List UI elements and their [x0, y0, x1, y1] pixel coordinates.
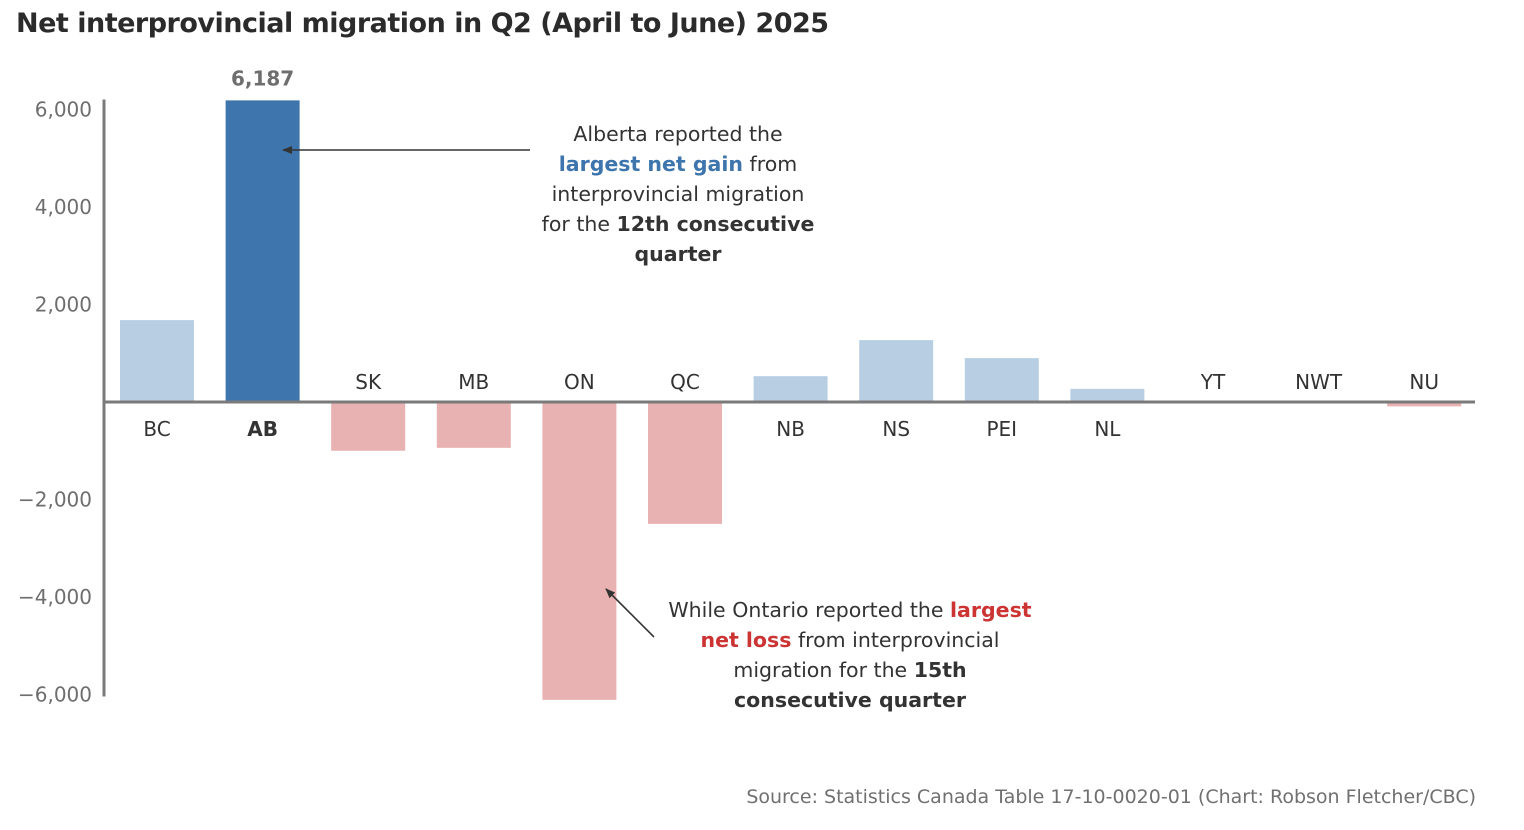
data-label-ab: 6,187 [231, 66, 294, 90]
annotation-text-part: migration for the [733, 658, 914, 682]
annotation-text-part: 15th [913, 658, 967, 682]
source-note: Source: Statistics Canada Table 17-10-00… [746, 786, 1476, 808]
category-label-pei: PEI [986, 417, 1017, 441]
y-tick-label: −2,000 [18, 488, 92, 512]
annotation-arrows [282, 146, 655, 638]
annotation-text-part: from [743, 152, 798, 176]
axes-group [102, 99, 1475, 697]
bar-nu [1387, 402, 1462, 407]
category-labels: BC AB SK MB ON QC NB NS PEI NL YT NWT NU [143, 370, 1439, 441]
category-label-ab: AB [247, 417, 278, 441]
bar-nb [753, 376, 828, 402]
annotation-text-part: 12th consecutive [616, 212, 815, 236]
y-tick-label: 2,000 [35, 293, 92, 317]
bar-ns [859, 340, 934, 402]
annotation-ontario: While Ontario reported the largest net lo… [640, 595, 1060, 715]
category-label-bc: BC [143, 417, 170, 441]
annotation-text-part: Alberta reported the [573, 122, 783, 146]
annotation-text-part: net loss [700, 628, 792, 652]
y-tick-labels: 6,000 4,000 2,000 −2,000 −4,000 −6,000 [18, 98, 92, 707]
bar-nl [1070, 388, 1145, 402]
annotation-alberta: Alberta reported the largest net gain fro… [508, 119, 848, 269]
category-label-nl: NL [1094, 417, 1121, 441]
annotation-text-part: for the [541, 212, 617, 236]
arrow-to-ontario [605, 588, 655, 638]
category-label-nb: NB [776, 417, 805, 441]
bar-sk [331, 402, 406, 451]
annotation-text-part: from interprovincial [791, 628, 1000, 652]
bar-bc [120, 320, 194, 402]
category-label-on: ON [564, 370, 595, 394]
category-label-nu: NU [1409, 370, 1439, 394]
y-tick-label: 4,000 [35, 195, 92, 219]
bar-qc [648, 402, 722, 524]
category-label-sk: SK [355, 370, 382, 394]
bar-on [542, 402, 617, 700]
bars-group [120, 100, 1462, 700]
category-label-nwt: NWT [1295, 370, 1343, 394]
bar-pei [964, 358, 1039, 402]
annotation-text-part: largest [950, 598, 1032, 622]
annotation-text-part: interprovincial migration [551, 182, 805, 206]
annotation-text-part: largest net gain [558, 152, 743, 176]
annotation-text-part: consecutive quarter [734, 688, 966, 712]
bar-mb [436, 402, 511, 448]
chart-title: Net interprovincial migration in Q2 (Apr… [16, 8, 829, 39]
category-label-mb: MB [458, 370, 489, 394]
annotation-text-part: While Ontario reported the [668, 598, 951, 622]
category-label-qc: QC [670, 370, 700, 394]
category-label-ns: NS [882, 417, 910, 441]
bar-ab [225, 100, 300, 402]
y-tick-label: −4,000 [18, 585, 92, 609]
annotation-text-part: quarter [634, 242, 722, 266]
y-tick-label: −6,000 [18, 683, 92, 707]
category-label-yt: YT [1200, 370, 1226, 394]
data-labels: 6,187 [231, 66, 294, 90]
y-tick-label: 6,000 [35, 98, 92, 122]
